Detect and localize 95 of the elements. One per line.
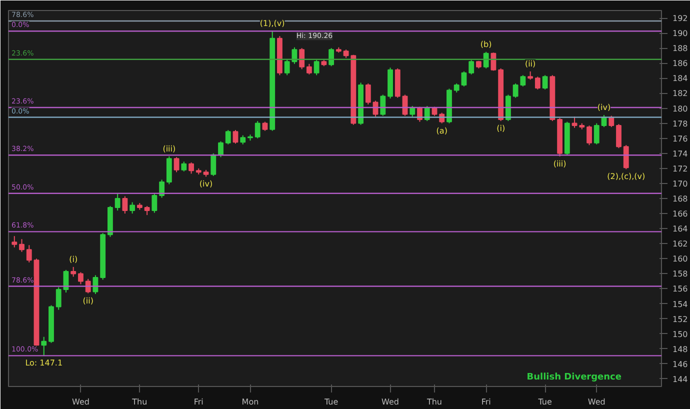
candlestick: [623, 144, 629, 170]
candlestick: [41, 336, 47, 356]
annotation: Bullish Divergence: [526, 372, 622, 382]
annotation: (ii): [524, 59, 536, 68]
candlestick: [26, 244, 32, 263]
annotation: (iv): [199, 180, 213, 189]
candlestick: [534, 76, 540, 90]
y-tick-label: 182: [672, 89, 688, 98]
x-tick-label: Wed: [382, 398, 400, 406]
annotation: (iii): [162, 144, 176, 154]
candlestick: [225, 130, 231, 145]
candlestick: [454, 82, 460, 93]
candlestick: [299, 48, 305, 70]
annotation: Lo: 147.1: [25, 358, 63, 368]
y-tick-label: 154: [672, 300, 688, 309]
x-tick-label: Wed: [72, 398, 90, 406]
y-tick-label: 174: [672, 149, 688, 158]
candlestick: [114, 193, 120, 212]
x-tick-label: Thu: [131, 398, 148, 406]
candlestick: [468, 60, 474, 75]
annotation: (iv): [597, 103, 611, 112]
candlestick: [210, 152, 216, 176]
x-tick-label: Mon: [242, 398, 259, 406]
candlestick: [12, 236, 18, 248]
annotation: (ii): [82, 296, 94, 306]
candlestick: [56, 286, 62, 310]
x-tick-label: Fri: [194, 398, 204, 406]
candlestick: [122, 196, 128, 214]
candlestick: [461, 70, 467, 87]
candlestick: [402, 94, 408, 116]
annotation: (2),(c),(v): [607, 172, 646, 182]
y-tick-label: 146: [672, 360, 688, 369]
y-tick-label: 164: [672, 224, 688, 234]
y-tick-label: 144: [672, 374, 688, 384]
x-tick-label: Tue: [323, 398, 338, 406]
candlestick: [240, 134, 246, 145]
candlestick: [314, 60, 320, 76]
y-tick-label: 180: [672, 104, 688, 114]
candlestick: [70, 266, 76, 278]
x-tick-label: Wed: [588, 398, 606, 406]
candlestick: [365, 82, 371, 105]
candlestick: [181, 161, 187, 172]
candlestick: [520, 74, 526, 87]
candlestick: [586, 125, 592, 146]
candlestick: [144, 206, 150, 216]
y-tick-label: 176: [672, 134, 688, 144]
candlestick: [616, 124, 622, 149]
candlestick: [284, 58, 290, 76]
x-tick-label: Fri: [481, 398, 491, 406]
candlestick: [410, 106, 416, 118]
y-tick-label: 160: [672, 254, 688, 264]
candlestick: [262, 121, 268, 132]
candlestick: [152, 193, 158, 214]
candlestick: [512, 82, 518, 98]
candlestick: [483, 51, 489, 69]
y-tick-label: 186: [672, 59, 688, 68]
y-tick-label: 152: [672, 314, 688, 324]
y-tick-label: 168: [672, 194, 688, 204]
annotation: (1),(v): [260, 19, 285, 28]
candlestick: [188, 162, 194, 174]
candlestick: [174, 156, 180, 173]
candlestick: [130, 202, 136, 214]
candlestick: [232, 130, 238, 144]
y-tick-label: 162: [672, 240, 688, 249]
candlestick: [594, 122, 600, 145]
candlestick: [542, 74, 548, 90]
candlestick: [78, 272, 84, 285]
annotation: (iii): [553, 159, 566, 168]
candlestick: [572, 116, 578, 128]
y-tick-label: 190: [672, 29, 688, 38]
y-tick-label: 184: [672, 74, 688, 84]
y-tick-label: 172: [672, 164, 688, 174]
candlestick: [218, 140, 224, 158]
annotation: (b): [480, 40, 492, 49]
candlestick: [159, 179, 165, 198]
y-tick-label: 178: [672, 119, 688, 128]
candlestick: [380, 94, 386, 116]
candlestick: [328, 48, 334, 67]
y-tick-label: 170: [672, 179, 688, 188]
y-tick-label: 188: [672, 44, 688, 54]
candlestick: [19, 238, 24, 252]
x-tick-label: Thu: [426, 398, 442, 406]
annotation: (a): [436, 126, 448, 136]
annotation: (i): [496, 124, 506, 134]
x-tick-label: Tue: [537, 398, 552, 406]
y-tick-label: 192: [672, 14, 688, 24]
candlestick: [254, 120, 260, 139]
candlestick: [306, 63, 312, 75]
candlestick: [166, 156, 172, 185]
y-tick-label: 158: [672, 270, 688, 279]
y-tick-label: 166: [672, 210, 688, 219]
y-tick-label: 148: [672, 344, 688, 354]
y-tick-label: 156: [672, 284, 688, 294]
annotation: (i): [69, 254, 78, 264]
y-tick-label: 150: [672, 330, 688, 339]
